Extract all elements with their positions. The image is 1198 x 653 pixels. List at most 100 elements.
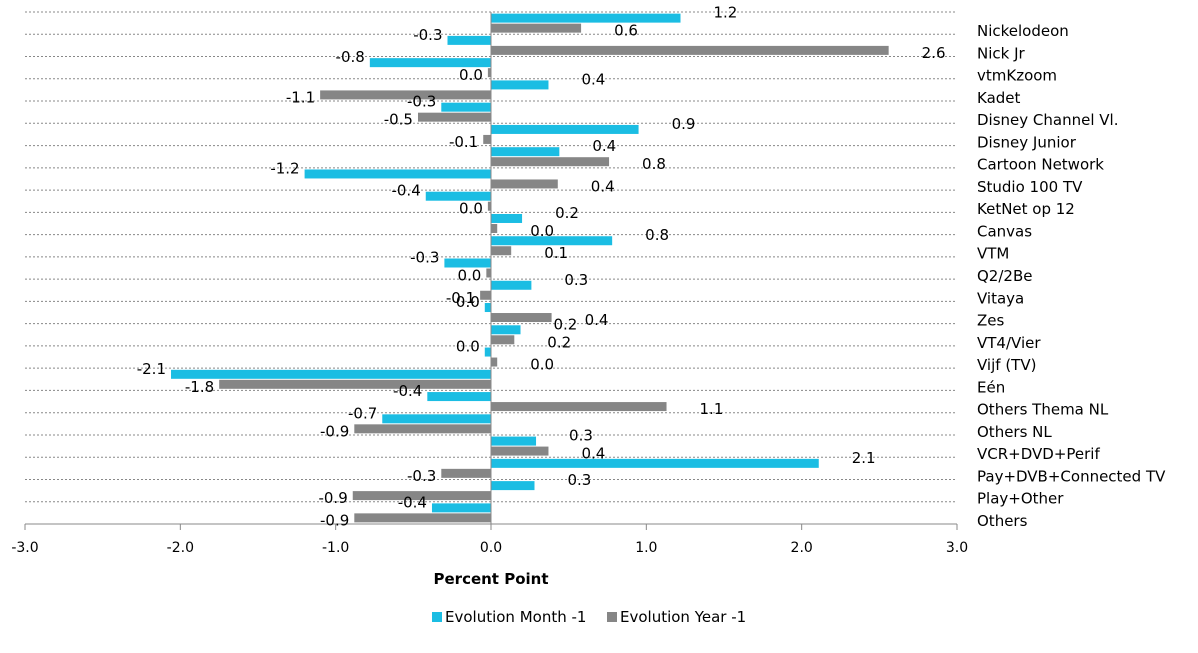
data-label: 0.0 [457, 267, 481, 285]
legend-label-month: Evolution Month -1 [445, 608, 586, 626]
category-label: Vitaya [977, 289, 1024, 307]
bar-year [491, 179, 558, 189]
data-label: 0.0 [530, 356, 554, 374]
bar-year [483, 134, 491, 144]
x-tick-label: 2.0 [791, 540, 813, 556]
data-label: 0.3 [564, 271, 588, 289]
category-label: Nick Jr [977, 44, 1026, 62]
bar-month [491, 213, 523, 223]
data-label: -0.3 [407, 93, 436, 111]
category-label: VCR+DVD+Perif [977, 445, 1100, 463]
data-label: -0.4 [398, 493, 427, 511]
data-label: -0.5 [384, 111, 413, 129]
bar-month [491, 458, 819, 468]
bar-year [491, 313, 552, 323]
data-label: -0.3 [410, 249, 439, 267]
data-label: 2.1 [852, 449, 876, 467]
category-label: Others NL [977, 423, 1052, 441]
x-tick-label: -1.0 [322, 540, 349, 556]
data-label: 0.1 [544, 244, 568, 262]
data-label: -0.1 [449, 133, 478, 151]
bar-month [491, 13, 681, 23]
data-label: -0.7 [348, 404, 377, 422]
category-label: Vijf (TV) [977, 356, 1036, 374]
category-label: Kadet [977, 89, 1021, 107]
bar-month [491, 436, 537, 446]
bar-month [431, 503, 491, 513]
bar-year [491, 23, 582, 33]
bar-month [444, 258, 491, 268]
bar-month [491, 481, 535, 491]
category-label: Play+Other [977, 490, 1064, 508]
category-label: Zes [977, 312, 1005, 330]
data-label: 0.0 [459, 200, 483, 218]
bar-year [491, 357, 498, 367]
bar-month [484, 347, 491, 357]
bar-year [491, 402, 667, 412]
data-label: -0.3 [413, 26, 442, 44]
category-label: Eén [977, 378, 1005, 396]
category-label: Q2/2Be [977, 267, 1032, 285]
x-axis: -3.0 -2.0 -1.0 0.0 1.0 2.0 3.0 [11, 12, 968, 556]
bar-month [484, 303, 491, 313]
data-label: 0.0 [456, 338, 480, 356]
data-label: 0.4 [591, 177, 615, 195]
data-label: 0.9 [672, 115, 696, 133]
x-tick-label: -3.0 [11, 540, 38, 556]
data-label: -0.4 [393, 382, 422, 400]
category-label: Nickelodeon [977, 22, 1069, 40]
bar-year [441, 468, 491, 478]
legend: Evolution Month -1 Evolution Year -1 [432, 608, 746, 626]
category-label: Pay+DVB+Connected TV [977, 467, 1166, 485]
bar-month [171, 369, 491, 379]
bar-month [382, 414, 491, 424]
category-label: vtmKzoom [977, 67, 1057, 85]
bar-year [219, 379, 491, 389]
category-label: Others [977, 512, 1028, 530]
data-label: 0.0 [456, 293, 480, 311]
category-labels: Nickelodeon Nick Jr vtmKzoom Kadet Disney Ch… [977, 22, 1166, 530]
category-label: Disney Channel Vl. [977, 111, 1118, 129]
bar-year [320, 90, 491, 100]
data-label: 2.6 [922, 44, 946, 62]
bar-month [441, 102, 491, 112]
bar-year [480, 290, 491, 300]
bar-month [447, 35, 491, 45]
data-label: 0.0 [459, 66, 483, 84]
data-label: -0.9 [320, 511, 349, 529]
bar-month [491, 325, 521, 335]
data-label: 1.1 [700, 400, 724, 418]
x-axis-title: Percent Point [434, 570, 549, 588]
data-label: 0.6 [614, 22, 638, 40]
data-labels: 1.2 -0.3 -0.8 0.4 -0.3 0.9 0.4 -1.2 -0.4 0.2 0.8 -0… [137, 4, 946, 530]
bar-year [491, 335, 515, 345]
data-label: 0.4 [592, 137, 616, 155]
bar-month [491, 280, 532, 290]
data-label: -2.1 [137, 360, 166, 378]
x-tick-label: 1.0 [635, 540, 657, 556]
data-label: -0.3 [407, 467, 436, 485]
bar-year [354, 424, 491, 434]
data-label: 0.0 [530, 222, 554, 240]
data-label: 0.4 [585, 311, 609, 329]
data-label: -0.1 [446, 289, 475, 307]
legend-swatch-year [607, 612, 617, 622]
data-label: -0.9 [318, 489, 347, 507]
bar-month [427, 392, 491, 402]
bar-month [491, 147, 560, 157]
bar-year [486, 268, 491, 278]
data-label: 0.3 [569, 427, 593, 445]
x-tick-label: 0.0 [480, 540, 502, 556]
legend-swatch-month [432, 612, 442, 622]
data-label: -1.1 [286, 88, 315, 106]
data-label: 1.2 [714, 4, 738, 22]
bar-year [491, 223, 498, 233]
data-label: 0.3 [567, 471, 591, 489]
bar-month [491, 236, 613, 246]
data-label: 0.8 [645, 226, 669, 244]
category-label: KetNet op 12 [977, 200, 1075, 218]
bar-month [491, 80, 549, 90]
bar-year [491, 446, 549, 456]
bar-year [491, 157, 610, 167]
data-label: 0.2 [547, 333, 571, 351]
